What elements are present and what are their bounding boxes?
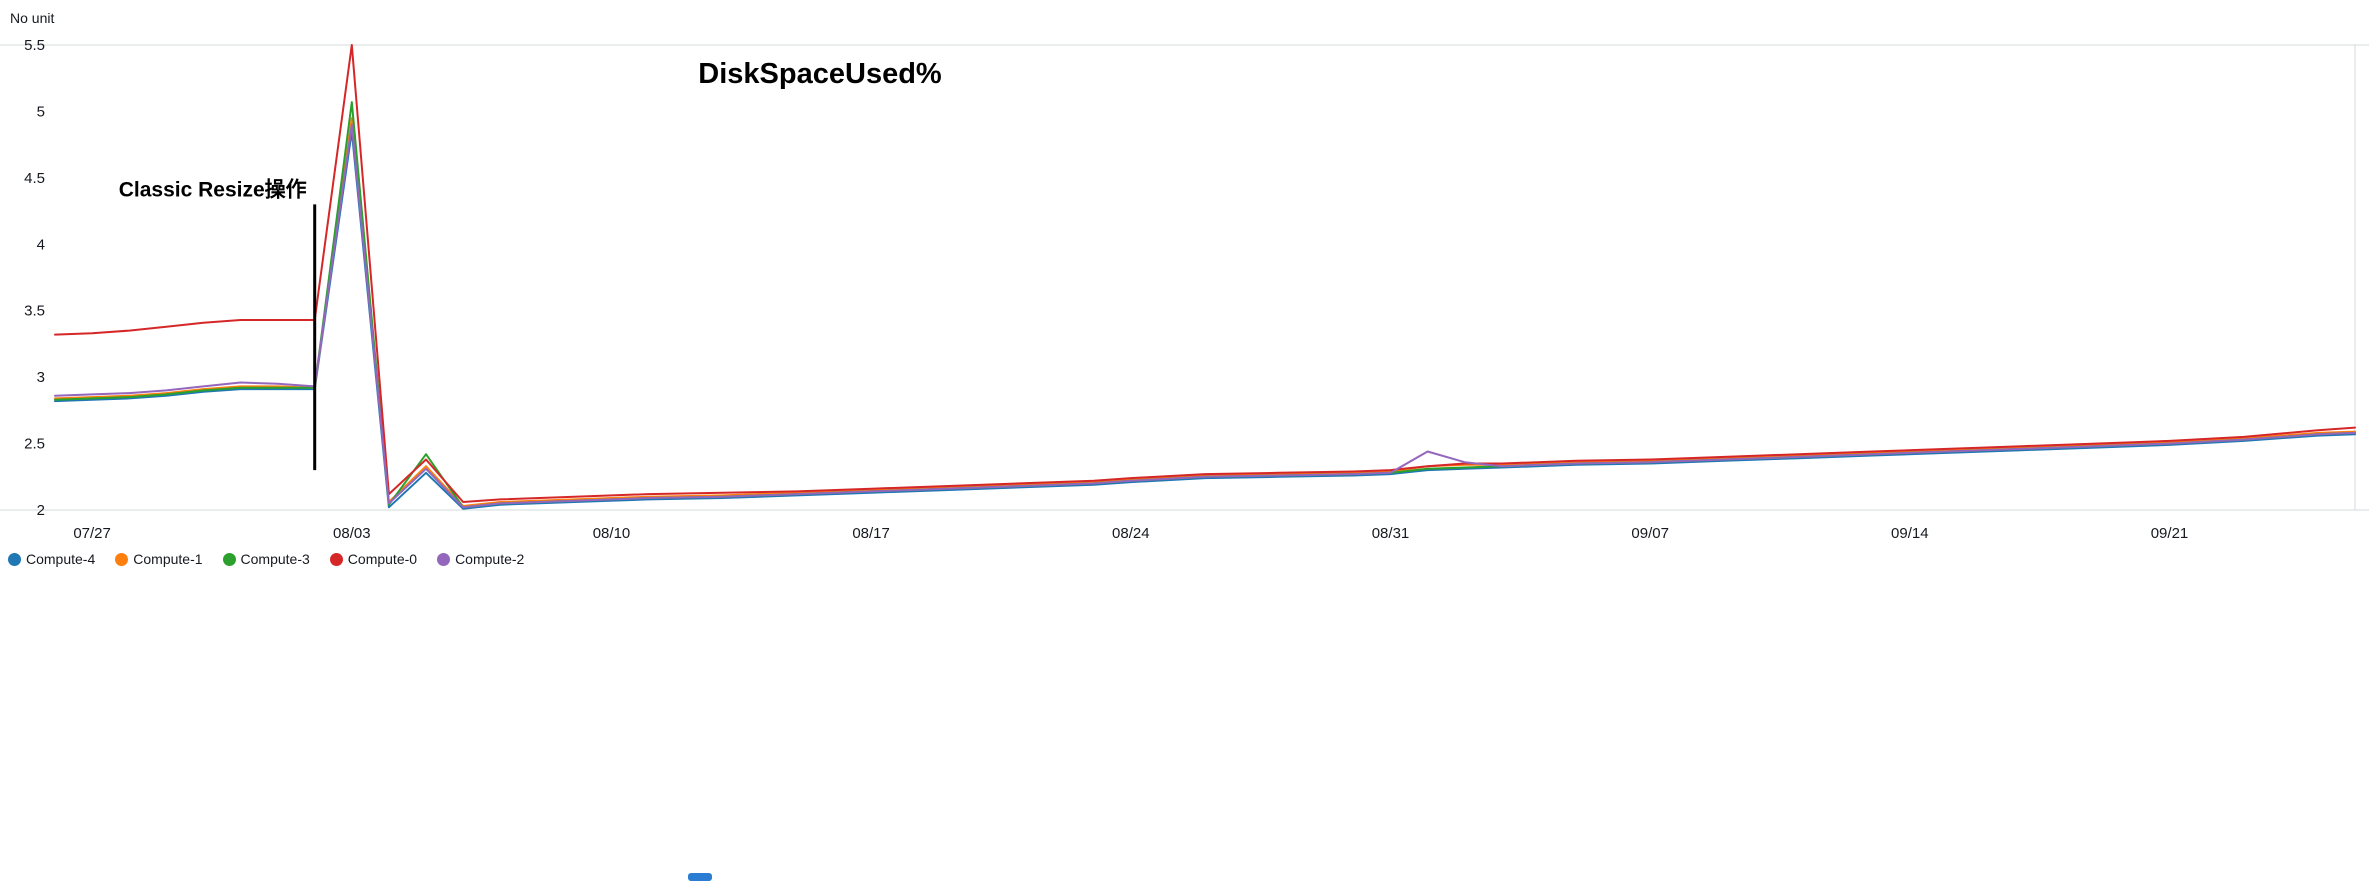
- y-tick-label: 4: [37, 236, 45, 253]
- y-tick-label: 2.5: [24, 436, 45, 453]
- line-chart: 2 2.5 3 3.5 4 4.5 5 5.5 07/27 08/03 08/10 08/17 08/2…: [0, 37, 2369, 542]
- legend-color-dot: [329, 552, 343, 566]
- y-tick-label: 4.5: [24, 170, 45, 187]
- annotation-label: Classic Resize操作: [119, 177, 307, 201]
- legend-item-compute-0[interactable]: Compute-0: [329, 551, 418, 567]
- y-tick-label: 5: [37, 103, 45, 120]
- legend-item-compute-3[interactable]: Compute-3: [222, 551, 310, 567]
- legend-label: Compute-4: [26, 551, 96, 567]
- legend: Compute-4 Compute-1 Compute-3 Compute-0 Comp…: [8, 551, 524, 567]
- legend-label: Compute-3: [240, 551, 310, 567]
- x-tick-label: 09/07: [1631, 525, 1669, 542]
- legend-color-dot: [8, 552, 21, 566]
- series-line-compute-4: [54, 130, 2356, 510]
- legend-label: Compute-2: [455, 551, 525, 567]
- y-tick-label: 5.5: [24, 37, 45, 54]
- legend-color-dot: [222, 552, 236, 566]
- x-tick-label: 09/14: [1891, 525, 1929, 542]
- legend-color-dot: [437, 552, 451, 566]
- x-tick-label: 09/21: [2151, 525, 2189, 542]
- legend-item-compute-4[interactable]: Compute-4: [8, 551, 95, 567]
- legend-label: Compute-0: [347, 551, 418, 567]
- y-tick-label: 2: [37, 502, 45, 519]
- legend-item-compute-1[interactable]: Compute-1: [115, 551, 203, 567]
- x-tick-label: 08/10: [593, 525, 631, 542]
- scrollbar-thumb[interactable]: [688, 873, 712, 881]
- series-line-compute-2: [54, 123, 2356, 509]
- x-tick-label: 07/27: [73, 525, 111, 542]
- legend-label: Compute-1: [133, 551, 203, 567]
- x-tick-label: 08/17: [852, 525, 890, 542]
- x-tick-label: 08/03: [333, 525, 371, 542]
- y-axis-unit-label: No unit: [10, 10, 55, 26]
- y-tick-label: 3: [37, 369, 45, 386]
- series-line-compute-0: [54, 44, 2356, 503]
- x-tick-label: 08/24: [1112, 525, 1150, 542]
- x-tick-label: 08/31: [1372, 525, 1410, 542]
- series-line-compute-1: [54, 117, 2356, 507]
- legend-item-compute-2[interactable]: Compute-2: [437, 551, 524, 567]
- legend-color-dot: [115, 552, 129, 566]
- y-tick-label: 3.5: [24, 303, 45, 320]
